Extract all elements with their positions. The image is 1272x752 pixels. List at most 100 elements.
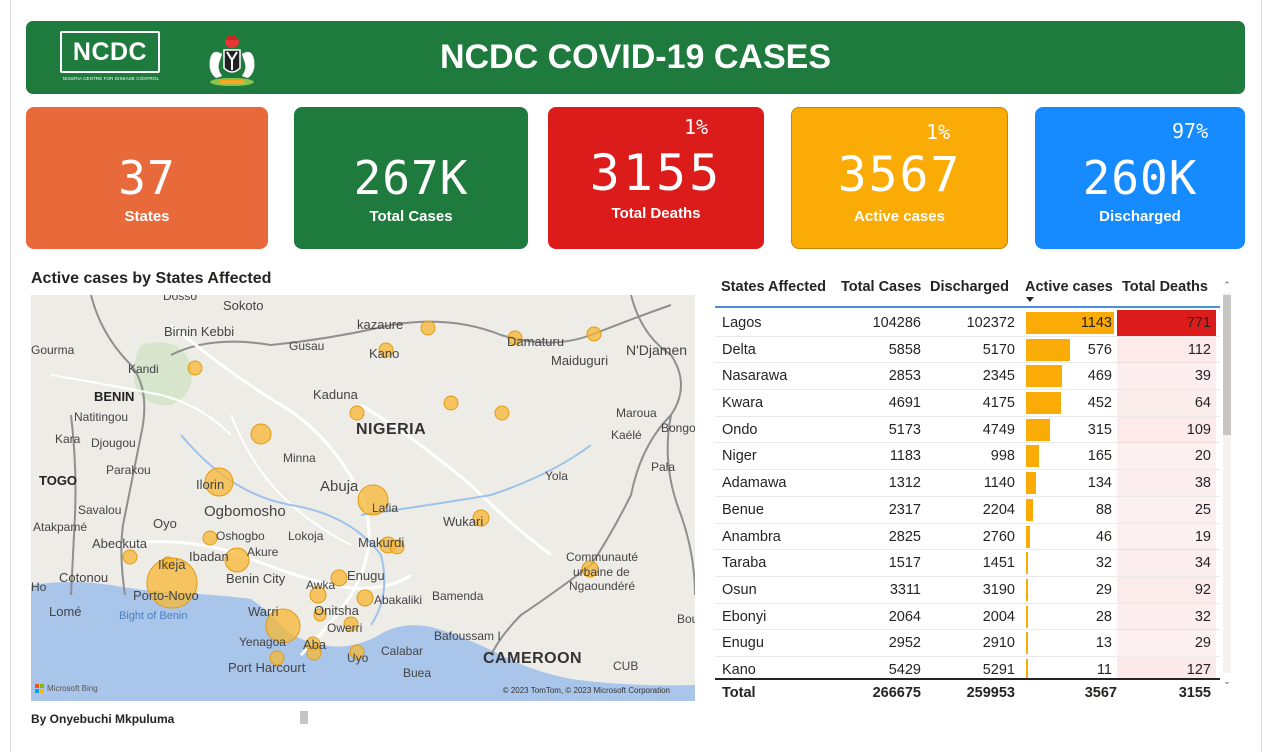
table-row[interactable]: Ondo 5173 4749 315 109	[715, 416, 1220, 444]
map-bubble[interactable]	[507, 330, 523, 346]
table-row[interactable]: Enugu 2952 2910 13 29	[715, 630, 1220, 657]
active-cases-value: 3567	[837, 147, 962, 203]
map-label-benin-city: Benin City	[226, 571, 286, 586]
table-row[interactable]: Ebonyi 2064 2004 28 32	[715, 603, 1220, 631]
map-bubble[interactable]	[122, 549, 138, 565]
map-bubble[interactable]	[269, 650, 285, 666]
table-row[interactable]: Lagos 104286 102372 1143 771	[715, 310, 1220, 337]
active-cases-bar	[1026, 312, 1114, 334]
cell-discharged: 5170	[982, 341, 1015, 358]
nigeria-coat-of-arms-icon	[200, 30, 264, 88]
cell-discharged: 2760	[982, 528, 1015, 545]
cell-state: Kwara	[722, 395, 764, 412]
cell-active-value: 32	[1095, 555, 1112, 572]
table-row[interactable]: Osun 3311 3190 29 92	[715, 576, 1220, 604]
microsoft-bing-logo: Microsoft Bing	[35, 684, 98, 693]
map-bubble[interactable]	[378, 342, 394, 358]
map-bubble[interactable]	[349, 405, 365, 421]
map-bubble[interactable]	[494, 405, 510, 421]
map-bubble[interactable]	[224, 547, 250, 573]
active-cases-bar	[1026, 472, 1036, 495]
header-states-affected[interactable]: States Affected	[721, 279, 827, 295]
ncdc-logo-text: NCDC	[60, 31, 160, 73]
table-scrollbar[interactable]: ⌃ ⌄	[1221, 275, 1233, 695]
map-bubble[interactable]	[330, 569, 348, 587]
map-bubble[interactable]	[389, 539, 405, 555]
cell-active-value: 452	[1087, 395, 1112, 412]
map-bubble[interactable]	[309, 586, 327, 604]
map-bubble[interactable]	[343, 616, 359, 632]
totals-total-cases: 266675	[872, 685, 921, 701]
map-bubble[interactable]	[250, 423, 272, 445]
active-cases-map[interactable]: Dosso Sokoto Birnin Kebbi kazaure Damaturu Go…	[31, 295, 695, 701]
map-label-kaele: Kaélé	[611, 428, 642, 442]
active-cases-bar	[1026, 365, 1062, 388]
header-total-cases[interactable]: Total Cases	[841, 279, 922, 295]
header-active-cases[interactable]: Active cases	[1025, 279, 1113, 295]
table-row[interactable]: Niger 1183 998 165 20	[715, 443, 1220, 471]
kpi-card-states[interactable]: 37 States	[26, 107, 268, 249]
cell-total-cases: 2853	[888, 368, 921, 385]
bing-text: Microsoft Bing	[47, 684, 98, 693]
map-bubble[interactable]	[349, 644, 365, 660]
table-row[interactable]: Anambra 2825 2760 46 19	[715, 523, 1220, 551]
table-row[interactable]: Benue 2317 2204 88 25	[715, 496, 1220, 524]
kpi-card-total-deaths[interactable]: 1% 3155 Total Deaths	[548, 107, 764, 249]
map-label-abakaliki: Abakaliki	[374, 593, 423, 607]
map-bubble[interactable]	[306, 645, 322, 661]
table-row[interactable]: Adamawa 1312 1140 134 38	[715, 470, 1220, 497]
table-row[interactable]: Kwara 4691 4175 452 64	[715, 390, 1220, 417]
map-label-kaduna: Kaduna	[313, 387, 358, 402]
map-label-communaute: Communauté	[566, 550, 639, 564]
discharged-label: Discharged	[1099, 208, 1181, 225]
map-bubble[interactable]	[581, 560, 599, 578]
chevron-up-icon[interactable]: ⌃	[1223, 280, 1231, 290]
kpi-card-active-cases[interactable]: 1% 3567 Active cases	[791, 107, 1008, 249]
map-label-kara: Kara	[55, 432, 81, 446]
cell-active-cases: 11	[1025, 657, 1117, 678]
table-row[interactable]: Kano 5429 5291 11 127	[715, 656, 1220, 678]
totals-active: 3567	[1084, 685, 1117, 701]
table-row[interactable]: Delta 5858 5170 576 112	[715, 336, 1220, 364]
table-row[interactable]: Nasarawa 2853 2345 469 39	[715, 363, 1220, 391]
table-totals-row: Total 266675 259953 3567 3155	[715, 678, 1220, 702]
map-bubble[interactable]	[313, 608, 327, 622]
map-bubble[interactable]	[586, 326, 602, 342]
map-label-kazaure: kazaure	[357, 317, 404, 332]
map-bubble[interactable]	[202, 530, 218, 546]
map-label-ogbomosho: Ogbomosho	[204, 503, 286, 520]
kpi-card-discharged[interactable]: 97% 260K Discharged	[1035, 107, 1245, 249]
cell-total-deaths: 771	[1117, 310, 1216, 336]
map-bubble[interactable]	[187, 360, 203, 376]
map-bubble[interactable]	[204, 467, 234, 497]
map-bubble[interactable]	[146, 557, 198, 609]
scroll-track[interactable]	[1223, 293, 1231, 673]
author-marker	[300, 711, 308, 724]
kpi-card-total-cases[interactable]: 267K Total Cases	[294, 107, 528, 249]
scroll-thumb[interactable]	[1223, 295, 1231, 435]
map-label-cotonou: Cotonou	[59, 570, 109, 585]
table-row[interactable]: Taraba 1517 1451 32 34	[715, 550, 1220, 577]
map-bubble[interactable]	[472, 509, 490, 527]
map-bubble[interactable]	[265, 608, 301, 644]
map-label-cameroon: CAMEROON	[483, 650, 583, 667]
discharged-percent: 97%	[1172, 119, 1209, 143]
cell-state: Kano	[722, 661, 756, 678]
cell-total-cases: 4691	[888, 395, 921, 412]
map-bubble[interactable]	[420, 320, 436, 336]
sort-descending-icon[interactable]	[1026, 297, 1034, 302]
active-cases-bar	[1026, 445, 1039, 468]
cell-total-cases: 1517	[888, 555, 921, 572]
header-total-deaths[interactable]: Total Deaths	[1122, 279, 1208, 295]
chevron-down-icon[interactable]: ⌄	[1223, 676, 1231, 686]
map-label-wukari: Wukari	[443, 514, 484, 529]
map-label-ilorin: Ilorin	[196, 477, 225, 492]
states-table[interactable]: States Affected Total Cases Discharged A…	[715, 275, 1233, 702]
map-bubble[interactable]	[443, 395, 459, 411]
header-discharged[interactable]: Discharged	[930, 279, 1009, 295]
map-bubble[interactable]	[356, 589, 374, 607]
cell-total-cases: 2825	[888, 528, 921, 545]
map-label-bight: Bight of Benin	[119, 610, 188, 622]
map-bubble[interactable]	[357, 484, 389, 516]
cell-active-value: 315	[1087, 421, 1112, 438]
